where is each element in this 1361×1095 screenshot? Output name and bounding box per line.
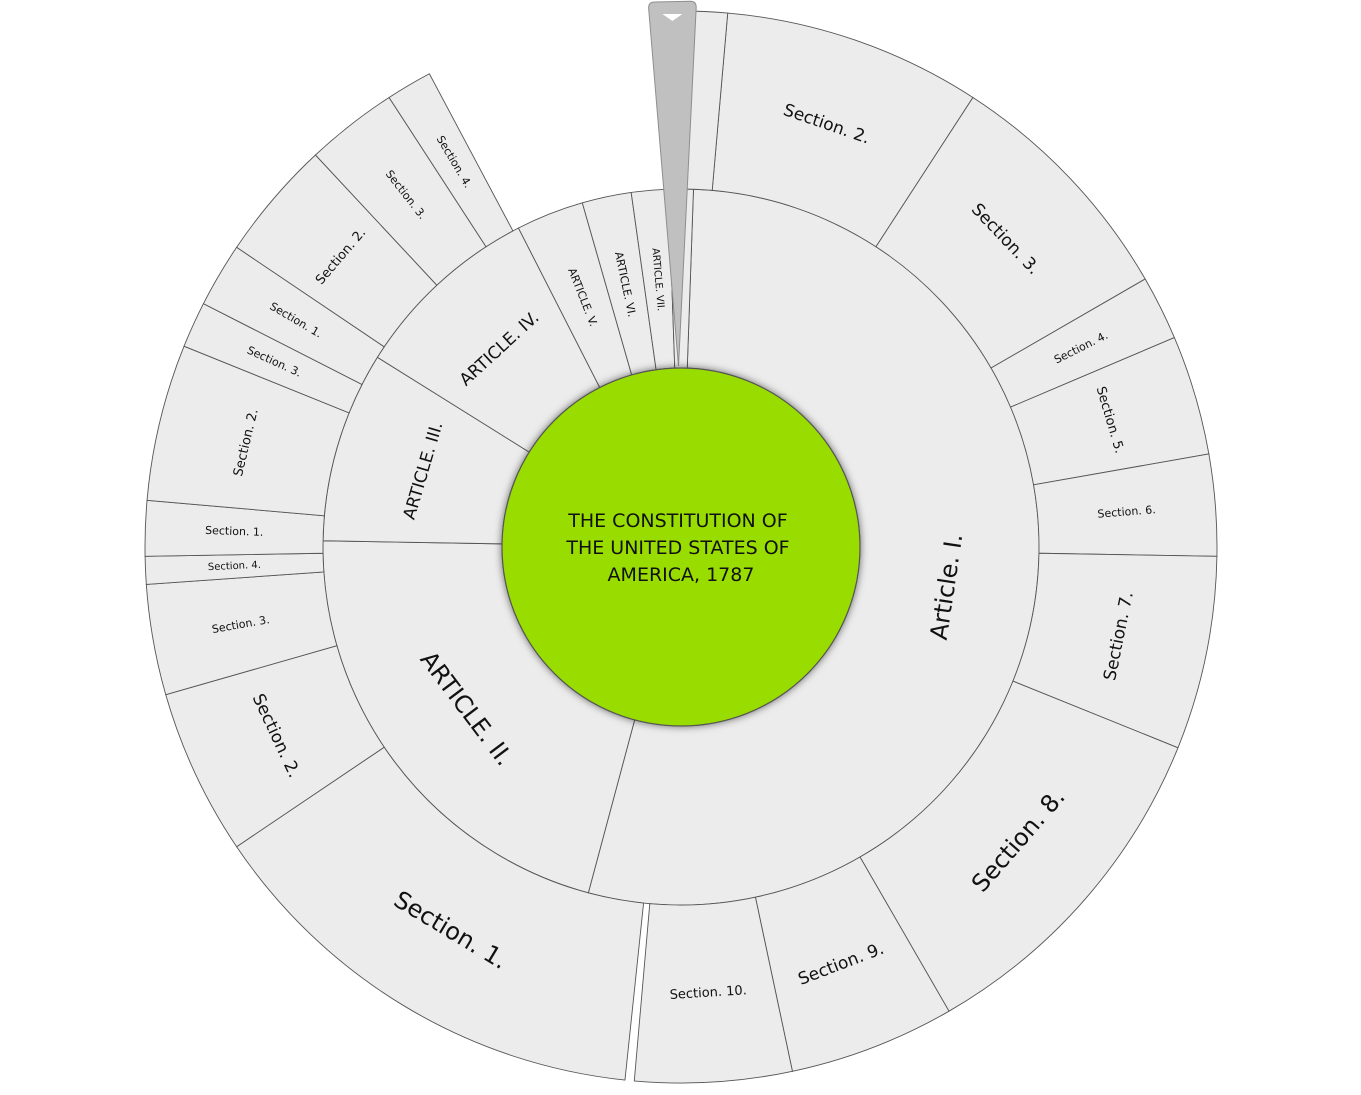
section-ring xyxy=(144,10,1218,1084)
down-arrow-icon xyxy=(662,14,683,21)
center-title-line-2: THE UNITED STATES OF xyxy=(565,537,789,559)
section-a0-section-10-8[interactable] xyxy=(633,896,793,1084)
pointer-needle[interactable] xyxy=(648,0,697,367)
center-title: THE CONSTITUTION OF THE UNITED STATES OF… xyxy=(565,510,795,586)
section-a1-section-1-0[interactable] xyxy=(236,746,645,1081)
center-root-node[interactable] xyxy=(501,367,861,727)
selection-pointer[interactable] xyxy=(648,0,697,367)
center-title-line-1: THE CONSTITUTION OF xyxy=(567,510,787,532)
center-title-line-3: AMERICA, 1787 xyxy=(608,564,755,586)
section-a3-section-4-3[interactable] xyxy=(388,73,514,248)
article-ring xyxy=(322,188,1040,906)
